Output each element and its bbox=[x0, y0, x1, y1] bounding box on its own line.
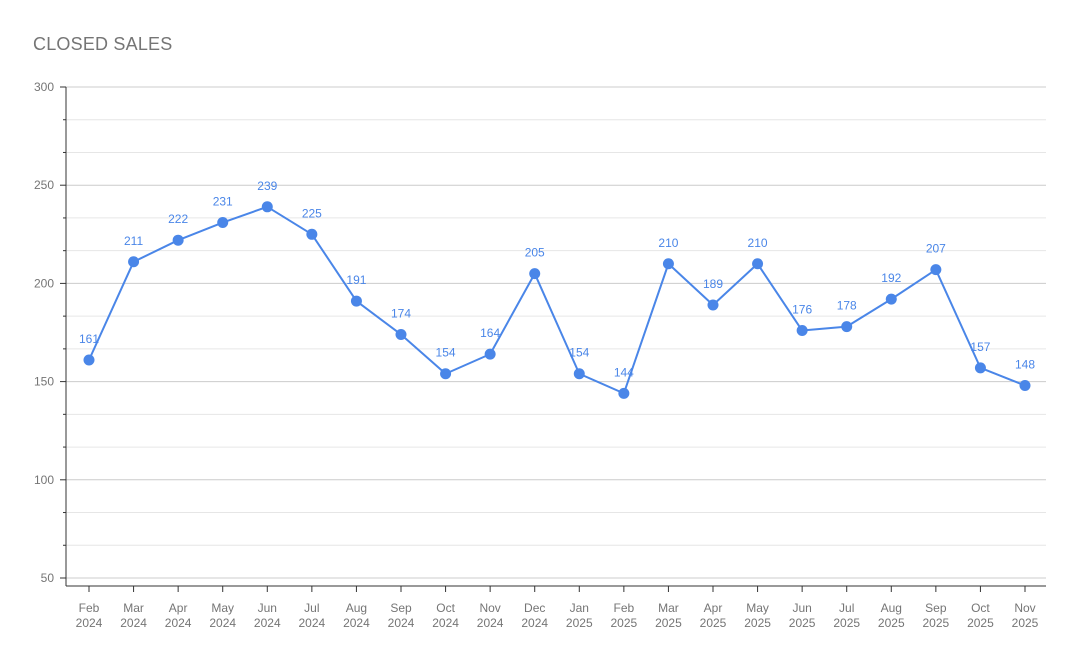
x-tick-label-year: 2025 bbox=[700, 616, 727, 630]
data-point bbox=[841, 321, 853, 333]
x-tick-label-year: 2025 bbox=[878, 616, 905, 630]
x-tick-label-month: Apr bbox=[169, 601, 188, 615]
x-tick-label-year: 2025 bbox=[611, 616, 638, 630]
data-point bbox=[974, 362, 986, 374]
x-tick-label-year: 2024 bbox=[209, 616, 236, 630]
data-point bbox=[261, 201, 273, 213]
x-tick-label-month: Feb bbox=[614, 601, 635, 615]
x-tick-label-month: Apr bbox=[704, 601, 723, 615]
x-tick-label-year: 2024 bbox=[165, 616, 192, 630]
x-tick-label-year: 2025 bbox=[789, 616, 816, 630]
x-tick-label-month: Sep bbox=[390, 601, 412, 615]
data-point bbox=[618, 387, 630, 399]
data-label: 191 bbox=[346, 273, 366, 287]
data-point bbox=[707, 299, 719, 311]
data-point bbox=[395, 328, 407, 340]
data-point bbox=[440, 368, 452, 380]
data-label: 210 bbox=[658, 236, 678, 250]
data-point bbox=[306, 228, 318, 240]
data-label: 157 bbox=[970, 340, 990, 354]
data-point bbox=[573, 368, 585, 380]
data-label: 154 bbox=[569, 346, 589, 360]
data-point bbox=[796, 325, 808, 337]
y-tick-label: 150 bbox=[34, 375, 54, 389]
x-tick-label-month: Sep bbox=[925, 601, 947, 615]
x-tick-label-month: May bbox=[211, 601, 234, 615]
x-tick-label-year: 2025 bbox=[833, 616, 860, 630]
x-tick-label-month: Jul bbox=[839, 601, 854, 615]
x-tick-label-month: Aug bbox=[881, 601, 902, 615]
x-tick-label-month: Dec bbox=[524, 601, 545, 615]
data-label: 231 bbox=[213, 195, 233, 209]
x-tick-label-year: 2025 bbox=[923, 616, 950, 630]
y-tick-label: 200 bbox=[34, 276, 54, 290]
data-label: 222 bbox=[168, 212, 188, 226]
data-point bbox=[752, 258, 764, 270]
x-tick-label-year: 2025 bbox=[967, 616, 994, 630]
x-tick-label-year: 2024 bbox=[120, 616, 147, 630]
data-label: 144 bbox=[614, 365, 634, 379]
x-tick-label-year: 2024 bbox=[343, 616, 370, 630]
y-tick-label: 50 bbox=[41, 571, 55, 585]
data-label: 225 bbox=[302, 206, 322, 220]
chart-title: CLOSED SALES bbox=[33, 34, 173, 54]
x-tick-label-month: Mar bbox=[658, 601, 679, 615]
data-point bbox=[83, 354, 95, 366]
data-label: 178 bbox=[837, 299, 857, 313]
data-label: 154 bbox=[436, 346, 456, 360]
x-tick-label-month: May bbox=[746, 601, 769, 615]
x-tick-label-year: 2024 bbox=[477, 616, 504, 630]
x-tick-label-month: Jan bbox=[570, 601, 589, 615]
x-tick-label-year: 2025 bbox=[744, 616, 771, 630]
x-tick-label-year: 2024 bbox=[299, 616, 326, 630]
x-tick-label-year: 2024 bbox=[388, 616, 415, 630]
data-label: 161 bbox=[79, 332, 99, 346]
data-label: 189 bbox=[703, 277, 723, 291]
x-tick-label-month: Nov bbox=[479, 601, 500, 615]
data-point bbox=[529, 268, 541, 280]
y-tick-label: 300 bbox=[34, 80, 54, 94]
data-label: 211 bbox=[124, 234, 143, 248]
x-tick-label-year: 2024 bbox=[76, 616, 103, 630]
data-point bbox=[930, 264, 942, 276]
x-tick-label-month: Oct bbox=[436, 601, 455, 615]
x-tick-label-year: 2025 bbox=[655, 616, 682, 630]
data-label: 207 bbox=[926, 242, 946, 256]
data-label: 192 bbox=[881, 271, 901, 285]
y-tick-label: 100 bbox=[34, 473, 54, 487]
x-tick-label-year: 2025 bbox=[1012, 616, 1039, 630]
data-point bbox=[172, 234, 184, 246]
data-label: 210 bbox=[748, 236, 768, 250]
data-label: 239 bbox=[257, 179, 277, 193]
data-label: 176 bbox=[792, 303, 812, 317]
x-tick-label-month: Oct bbox=[971, 601, 990, 615]
x-tick-label-year: 2025 bbox=[566, 616, 593, 630]
data-point bbox=[885, 293, 897, 305]
data-point bbox=[662, 258, 674, 270]
data-label: 164 bbox=[480, 326, 500, 340]
data-label: 174 bbox=[391, 306, 411, 320]
x-tick-label-month: Feb bbox=[79, 601, 100, 615]
data-point bbox=[484, 348, 496, 360]
data-point bbox=[128, 256, 140, 268]
x-tick-label-month: Mar bbox=[123, 601, 144, 615]
y-tick-label: 250 bbox=[34, 178, 54, 192]
x-tick-label-year: 2024 bbox=[254, 616, 281, 630]
data-point bbox=[1019, 380, 1031, 392]
data-label: 205 bbox=[525, 246, 545, 260]
data-point bbox=[350, 295, 362, 307]
data-point bbox=[217, 217, 229, 229]
x-tick-label-month: Nov bbox=[1014, 601, 1035, 615]
data-label: 148 bbox=[1015, 358, 1035, 372]
x-tick-label-month: Aug bbox=[346, 601, 367, 615]
series-line bbox=[88, 205, 1026, 395]
x-tick-label-month: Jul bbox=[304, 601, 319, 615]
x-tick-label-year: 2024 bbox=[521, 616, 548, 630]
x-tick-label-year: 2024 bbox=[432, 616, 459, 630]
x-tick-label-month: Jun bbox=[792, 601, 811, 615]
x-tick-label-month: Jun bbox=[258, 601, 277, 615]
